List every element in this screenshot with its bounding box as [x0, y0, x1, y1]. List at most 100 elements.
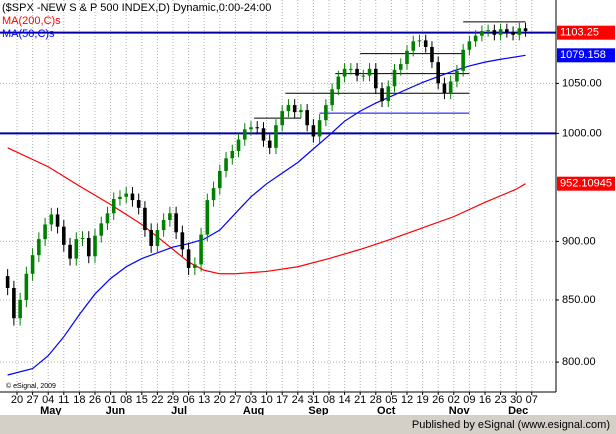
x-tick-label: 26 — [89, 394, 101, 406]
candle-body — [149, 230, 153, 246]
candle-body — [398, 64, 403, 70]
candle-body — [99, 223, 104, 236]
month-label: Jul — [171, 405, 187, 417]
candle-body — [511, 31, 515, 35]
candle-body — [186, 249, 191, 268]
candle-body — [62, 226, 66, 245]
month-label: Aug — [243, 405, 264, 417]
candle-body — [217, 170, 222, 189]
candle-body — [199, 234, 203, 265]
candle-body — [405, 50, 409, 65]
x-tick-label: 03 — [245, 394, 257, 406]
x-tick-label: 20 — [11, 394, 23, 406]
candle-body — [224, 158, 228, 171]
candle-body — [30, 255, 35, 274]
x-tick-label: 30 — [510, 394, 522, 406]
x-tick-label: 15 — [136, 394, 148, 406]
candle-body — [505, 29, 509, 32]
month-label: Nov — [449, 405, 471, 417]
candle-body — [361, 75, 366, 77]
candle-body — [392, 69, 397, 87]
candle-body — [342, 68, 347, 77]
moving-average-line — [7, 54, 526, 376]
x-tick-label: 08 — [323, 394, 335, 406]
x-tick-label: 29 — [167, 394, 179, 406]
month-label: May — [40, 405, 62, 417]
y-tick-label: 900.00 — [562, 235, 596, 247]
moving-average-line — [7, 147, 526, 275]
candle-body — [386, 86, 391, 102]
x-tick-label: 10 — [260, 394, 272, 406]
x-tick-label: 23 — [494, 394, 506, 406]
y-tick-label: 850.00 — [562, 294, 596, 306]
candle-body — [37, 239, 41, 256]
candle-body — [93, 235, 97, 257]
candle-body — [105, 213, 110, 224]
candle-body — [480, 31, 484, 36]
candle-body — [24, 273, 29, 300]
candle-body — [523, 28, 528, 32]
candle-body — [174, 213, 178, 233]
candle-body — [205, 200, 210, 235]
candle-body — [161, 219, 166, 231]
candle-body — [43, 224, 47, 240]
x-tick-label: 17 — [276, 394, 288, 406]
candle-body — [180, 232, 185, 250]
candle-body — [136, 200, 141, 208]
candle-body — [292, 105, 297, 113]
candle-body — [280, 111, 284, 126]
candle-body — [423, 40, 428, 47]
candle-body — [430, 46, 434, 63]
plot-area — [0, 0, 556, 392]
x-tick-label: 18 — [73, 394, 85, 406]
candle-body — [5, 276, 10, 288]
x-tick-label: 02 — [448, 394, 460, 406]
x-tick-label: 05 — [385, 394, 397, 406]
month-label: Dec — [508, 405, 528, 417]
month-label: Sep — [308, 405, 328, 417]
candle-body — [461, 49, 465, 71]
month-label: Oct — [377, 405, 396, 417]
candle-body — [380, 88, 384, 102]
candle-body — [130, 193, 135, 201]
y-tick-label: 1050.00 — [562, 77, 602, 89]
value-box-label: 1079.158 — [560, 49, 606, 61]
candle-body — [193, 264, 197, 268]
candle-body — [473, 35, 478, 42]
x-tick-label: 22 — [151, 394, 163, 406]
month-label: Jun — [106, 405, 126, 417]
x-tick-label: 12 — [401, 394, 413, 406]
candle-body — [155, 230, 160, 246]
value-box — [557, 176, 615, 191]
candle-body — [330, 89, 334, 106]
candle-body — [143, 207, 147, 231]
candle-body — [411, 41, 416, 51]
candle-body — [517, 28, 522, 35]
candle-body — [49, 214, 54, 225]
candle-body — [492, 30, 497, 35]
candle-body — [367, 68, 372, 76]
value-box — [557, 48, 615, 63]
candle-body — [74, 239, 79, 259]
candle-body — [311, 125, 316, 137]
x-tick-label: 24 — [292, 394, 304, 406]
candle-body — [417, 40, 422, 42]
x-tick-label: 06 — [182, 394, 194, 406]
candle-body — [124, 193, 129, 197]
candle-body — [286, 105, 291, 112]
candle-body — [486, 30, 490, 32]
x-tick-label: 31 — [307, 394, 319, 406]
legend-entry: MA(50,C)s — [2, 28, 55, 40]
x-tick-label: 13 — [198, 394, 210, 406]
x-tick-label: 20 — [214, 394, 226, 406]
candle-body — [336, 76, 341, 90]
candle-body — [242, 129, 247, 140]
x-tick-label: 08 — [120, 394, 132, 406]
candle-body — [373, 68, 378, 89]
x-tick-label: 21 — [354, 394, 366, 406]
y-tick-label: 800.00 — [562, 356, 596, 368]
candle-body — [448, 81, 453, 94]
candle-body — [324, 105, 328, 121]
